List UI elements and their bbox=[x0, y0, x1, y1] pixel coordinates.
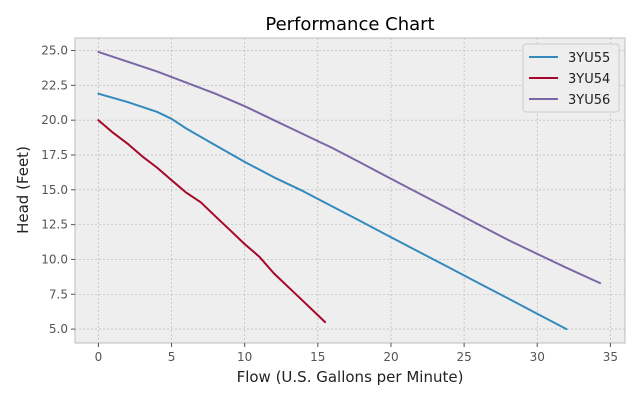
series-line-3yu54 bbox=[97, 119, 327, 324]
x-tick-label: 5 bbox=[168, 350, 176, 364]
axis-ticks: 0 5 10 15 20 25 30 35 5.0 7.5 10.0 12.5 15.0 17.5 20.0… bbox=[41, 44, 618, 364]
x-tick-label: 10 bbox=[237, 350, 252, 364]
x-tick-label: 30 bbox=[530, 350, 545, 364]
y-tick-label: 20.0 bbox=[41, 113, 68, 127]
x-tick-label: 0 bbox=[95, 350, 103, 364]
grid-lines bbox=[75, 38, 625, 343]
x-tick-label: 20 bbox=[383, 350, 398, 364]
legend: 3YU55 3YU54 3YU56 bbox=[522, 43, 620, 113]
series-line-3yu55 bbox=[97, 92, 568, 331]
series-lines bbox=[97, 50, 602, 331]
x-tick-label: 15 bbox=[310, 350, 325, 364]
y-tick-label: 10.0 bbox=[41, 252, 68, 266]
y-tick-label: 17.5 bbox=[41, 148, 68, 162]
series-line-3yu56 bbox=[97, 50, 602, 285]
legend-label-3yu54: 3YU54 bbox=[568, 72, 610, 87]
y-tick-label: 12.5 bbox=[41, 218, 68, 232]
y-tick-label: 15.0 bbox=[41, 183, 68, 197]
x-tick-label: 25 bbox=[456, 350, 471, 364]
legend-box bbox=[522, 43, 620, 113]
y-axis-label: Head (Feet) bbox=[14, 146, 32, 234]
x-axis-label: Flow (U.S. Gallons per Minute) bbox=[237, 368, 464, 386]
x-tick-label: 35 bbox=[603, 350, 618, 364]
y-tick-label: 25.0 bbox=[41, 44, 68, 58]
y-tick-label: 7.5 bbox=[49, 287, 68, 301]
y-tick-label: 5.0 bbox=[49, 322, 68, 336]
y-tick-label: 22.5 bbox=[41, 78, 68, 92]
legend-label-3yu55: 3YU55 bbox=[568, 51, 610, 66]
chart-title: Performance Chart bbox=[265, 14, 434, 35]
legend-label-3yu56: 3YU56 bbox=[568, 93, 610, 108]
